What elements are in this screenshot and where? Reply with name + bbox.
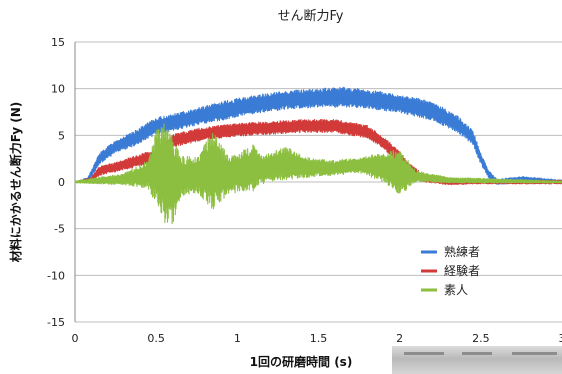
chart-title: せん断力Fy	[278, 9, 344, 24]
y-tick-label: -10	[47, 269, 65, 282]
y-axis-label: 材料にかかるせん断力Fy (N)	[8, 102, 23, 264]
x-axis-label: 1回の研磨時間 (s)	[250, 354, 353, 369]
x-tick-label: 2.5	[472, 332, 490, 345]
legend-label: 素人	[444, 283, 468, 297]
y-tick-label: 5	[58, 129, 65, 142]
photo-fragment	[392, 346, 562, 374]
x-tick-label: 0.5	[147, 332, 165, 345]
y-tick-labels: 15 10 5 0 -5 -10 -15	[47, 36, 65, 329]
x-tick-label: 1	[234, 332, 241, 345]
x-tick-label: 2	[396, 332, 403, 345]
x-tick-label: 3	[559, 332, 562, 345]
y-tick-label: -5	[54, 223, 65, 236]
series-line-3	[74, 123, 562, 225]
y-tick-label: -15	[47, 316, 65, 329]
y-tick-label: 0	[58, 176, 65, 189]
y-tick-label: 15	[51, 36, 65, 49]
x-tick-label: 1.5	[310, 332, 328, 345]
legend-label: 熟練者	[444, 244, 480, 259]
x-tick-label: 0	[72, 332, 79, 345]
series-line-1	[74, 86, 562, 185]
legend-label: 経験者	[444, 263, 480, 278]
x-tick-labels: 0 0.5 1 1.5 2 2.5 3	[72, 332, 562, 345]
series-lines	[74, 86, 562, 225]
y-tick-label: 10	[51, 83, 65, 96]
